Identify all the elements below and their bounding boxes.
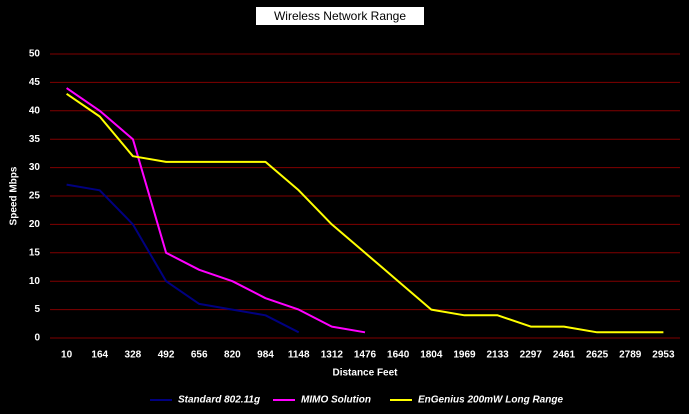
- chart-title: Wireless Network Range: [274, 9, 406, 23]
- series-line: [66, 92, 664, 334]
- y-tick-label: 40: [29, 105, 41, 116]
- x-tick-label: 1476: [354, 350, 377, 361]
- x-tick-label: 1148: [288, 350, 310, 361]
- x-tick-label: 820: [224, 350, 241, 361]
- x-tick-label: 2461: [553, 350, 576, 361]
- x-tick-label: 1640: [387, 350, 410, 361]
- legend-text: EnGenius 200mW Long Range: [418, 395, 563, 406]
- y-tick-label: 35: [29, 134, 41, 145]
- y-tick-label: 15: [29, 247, 41, 258]
- series-line: [66, 183, 300, 334]
- x-tick-label: 656: [191, 350, 208, 361]
- y-axis-label: Speed Mbps: [9, 166, 20, 225]
- x-tick-label: 1312: [321, 350, 344, 361]
- x-tick-label: 2297: [520, 350, 543, 361]
- x-tick-label: 10: [61, 350, 73, 361]
- y-tick-label: 25: [29, 191, 41, 202]
- series-line: [66, 87, 366, 334]
- y-tick-label: 10: [29, 276, 41, 287]
- x-axis-label: Distance Feet: [332, 368, 398, 379]
- x-tick-label: 164: [91, 350, 108, 361]
- y-tick-label: 5: [34, 304, 40, 315]
- y-tick-label: 45: [29, 77, 41, 88]
- y-tick-label: 20: [29, 219, 41, 230]
- title-box: [256, 7, 424, 25]
- x-tick-label: 2789: [619, 350, 642, 361]
- x-tick-label: 2625: [586, 350, 609, 361]
- x-tick-label: 2953: [652, 350, 675, 361]
- x-tick-label: 492: [158, 350, 175, 361]
- y-tick-label: 30: [29, 162, 41, 173]
- y-tick-label: 50: [29, 49, 41, 60]
- y-tick-label: 0: [34, 333, 40, 344]
- legend-text: Standard 802.11g: [178, 395, 260, 406]
- x-tick-label: 984: [257, 350, 274, 361]
- legend-text: MIMO Solution: [301, 395, 371, 406]
- x-tick-label: 328: [125, 350, 142, 361]
- x-tick-label: 2133: [487, 350, 510, 361]
- x-tick-label: 1804: [420, 350, 443, 361]
- x-tick-label: 1969: [453, 350, 476, 361]
